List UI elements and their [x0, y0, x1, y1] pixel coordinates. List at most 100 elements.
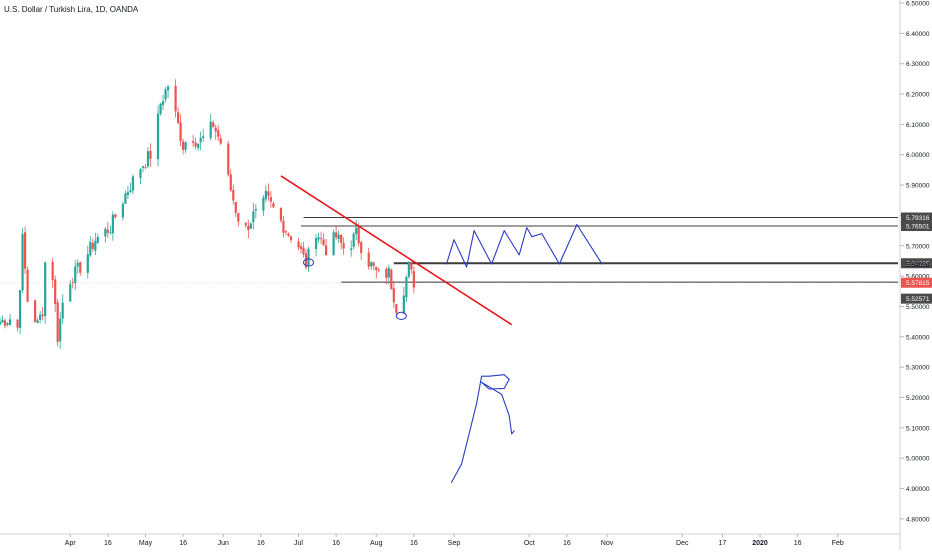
price-label: 5.52571 [906, 296, 930, 303]
candle-body [199, 137, 202, 143]
price-label-bg [901, 221, 932, 232]
candle-body [36, 320, 39, 323]
candle-body [8, 319, 12, 326]
candles-layer [0, 79, 415, 350]
candle-body [126, 192, 130, 196]
y-tick-label: 5.50000 [906, 304, 930, 311]
candle-body [179, 122, 182, 142]
x-tick-label: Aug [370, 540, 383, 547]
candle-body [319, 238, 323, 240]
candle-body [372, 262, 375, 266]
x-tick-label: Jun [218, 540, 229, 547]
price-label: 5.57815 [906, 280, 930, 287]
y-tick-label: 5.10000 [906, 425, 930, 432]
trendline [280, 175, 513, 326]
candle-body [146, 151, 150, 167]
candle-body [6, 323, 9, 325]
candle-body [297, 241, 300, 248]
candle-body [74, 266, 77, 284]
candle-body [86, 254, 89, 273]
candle-body [264, 190, 267, 200]
y-tick-label: 6.00000 [906, 152, 930, 159]
price-label: 5.64034 [906, 261, 930, 268]
candle-body [269, 197, 273, 202]
y-tick-label: 4.80000 [906, 516, 930, 523]
candle-body [1, 319, 4, 323]
candle-body [377, 269, 380, 271]
candle-body [16, 319, 19, 328]
x-tick-label: Feb [832, 540, 844, 547]
candle-body [302, 247, 305, 255]
candle-body [156, 113, 160, 160]
x-tick-label: 16 [794, 540, 802, 547]
price-label: 5.79316 [906, 215, 930, 222]
price-label-bg [901, 258, 932, 269]
candle-body [317, 237, 320, 240]
candle-body [131, 176, 135, 191]
x-tick-label: 16 [410, 540, 418, 547]
x-tick-label: May [139, 540, 153, 547]
x-tick-label: Apr [65, 540, 77, 547]
y-tick-label: 5.20000 [906, 395, 930, 402]
candle-body [249, 223, 252, 229]
candle-body [124, 193, 127, 204]
candle-body [0, 321, 2, 325]
x-tick-label: 16 [257, 540, 265, 547]
x-tick-label: 16 [332, 540, 340, 547]
candle-body [71, 282, 74, 284]
candle-body [129, 190, 132, 193]
candle-body [352, 233, 355, 247]
candle-body [412, 271, 415, 288]
candle-body [89, 241, 92, 256]
candle-body [18, 290, 22, 328]
projection-sketch [450, 374, 515, 483]
symbol-title: U.S. Dollar / Turkish Lira, 1D, OANDA [4, 5, 139, 14]
candle-body [337, 234, 340, 240]
candle-body [176, 112, 180, 124]
candle-body [139, 169, 142, 179]
y-tick-label: 5.60000 [906, 274, 930, 281]
candle-body [23, 232, 27, 269]
candle-body [194, 142, 197, 147]
x-tick-label: 2020 [752, 540, 768, 547]
candle-body [76, 262, 79, 267]
candle-body [161, 101, 165, 105]
x-tick-label: Jul [294, 540, 303, 547]
x-tick-label: Oct [524, 540, 535, 547]
candle-body [182, 141, 185, 150]
price-label-bg [901, 212, 932, 223]
y-tick-label: 5.70000 [906, 243, 930, 250]
candle-body [287, 233, 290, 236]
candle-body [252, 211, 255, 223]
candle-body [410, 262, 413, 270]
candle-body [59, 318, 62, 342]
y-tick-label: 6.40000 [906, 31, 930, 38]
price-label-bg [901, 277, 932, 288]
candle-body [227, 143, 230, 175]
y-tick-label: 6.30000 [906, 61, 930, 68]
candle-body [51, 261, 54, 281]
candle-body [149, 150, 152, 159]
candle-body [304, 253, 308, 268]
candle-body [405, 277, 408, 298]
y-tick-label: 5.00000 [906, 456, 930, 463]
candle-body [184, 142, 187, 150]
candle-body [387, 268, 390, 278]
candle-body [144, 166, 147, 168]
candle-body [284, 231, 288, 233]
candle-body [322, 239, 325, 246]
candle-body [141, 166, 145, 168]
price-label: 5.63832 [906, 262, 930, 269]
price-label: 5.64235 [906, 261, 930, 268]
candle-body [61, 302, 64, 319]
candle-body [279, 207, 283, 221]
candle-body [355, 227, 358, 235]
candle-body [39, 314, 42, 321]
x-tick-label: Dec [676, 540, 689, 547]
y-tick-label: 6.10000 [906, 122, 930, 129]
candle-body [350, 248, 353, 251]
candle-body [94, 240, 97, 251]
